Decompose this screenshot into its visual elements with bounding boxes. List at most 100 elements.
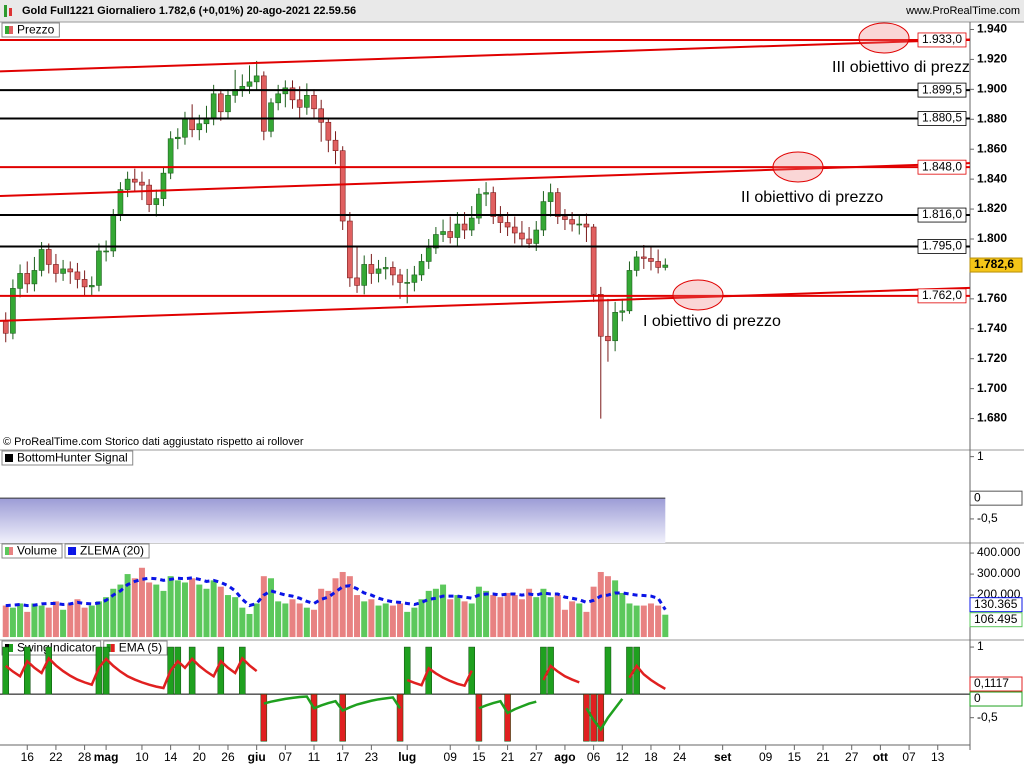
bar	[110, 588, 117, 638]
target-ellipse	[858, 22, 910, 54]
bar	[454, 595, 461, 638]
candle-body	[289, 87, 296, 101]
y-tick-label: -0,5	[977, 710, 998, 724]
x-tick-label: 07	[902, 750, 916, 764]
level-label: 1.880,5	[922, 111, 962, 125]
candle-body	[576, 223, 583, 226]
bar	[375, 605, 382, 638]
x-tick-label: 15	[788, 750, 802, 764]
legend-swatch	[9, 547, 13, 555]
candle-body	[196, 123, 203, 131]
legend-swatch	[9, 644, 13, 652]
candle-body	[562, 216, 568, 220]
candle-body	[10, 288, 16, 334]
bar	[368, 599, 375, 638]
bar	[468, 603, 475, 638]
bar	[547, 597, 554, 638]
x-tick-label: 09	[759, 750, 773, 764]
value-box	[969, 490, 1023, 506]
bar	[475, 586, 482, 638]
bar	[9, 607, 16, 638]
annotation: III obiettivo di prezzo	[832, 59, 979, 76]
bar	[52, 601, 59, 638]
bar	[88, 605, 95, 638]
candle-body	[425, 247, 432, 262]
bar	[325, 590, 332, 638]
level-label: 1.933,0	[922, 32, 962, 46]
level-box	[917, 159, 967, 175]
candle-body	[497, 216, 504, 223]
indicator-line	[5, 576, 667, 611]
candle-body	[296, 99, 303, 108]
bar	[17, 603, 24, 638]
bar	[404, 611, 411, 638]
bar	[311, 609, 318, 638]
candle-body	[519, 232, 525, 240]
x-tick-label: ott	[873, 750, 888, 764]
candle-body	[332, 139, 339, 151]
legend-box	[1, 543, 63, 559]
legend-swatch	[5, 547, 9, 555]
bar	[67, 603, 74, 638]
x-tick-label: giu	[248, 750, 266, 764]
target-ellipse	[772, 151, 824, 183]
bar	[626, 646, 633, 695]
x-tick-label: 18	[644, 750, 658, 764]
legend-swatch	[68, 547, 73, 555]
candle-body	[569, 219, 575, 225]
bar	[662, 614, 669, 638]
candle-body	[218, 93, 224, 113]
bar	[310, 693, 318, 742]
y-tick-label: 1.800	[977, 231, 1007, 245]
annotation: II obiettivo di prezzo	[741, 189, 883, 206]
bar	[619, 592, 626, 638]
value-box-label: 1.782,6	[974, 257, 1014, 271]
legend-label: SwingIndicator	[17, 641, 96, 655]
y-tick-label: 1.920	[977, 52, 1007, 66]
candle-body	[468, 217, 475, 231]
legend-label: EMA (5)	[119, 641, 162, 655]
legend-item: EMA (5)	[103, 640, 168, 656]
candle-body	[275, 93, 281, 104]
x-tick-label: 06	[587, 750, 601, 764]
legend-swatch	[72, 547, 77, 555]
bar	[210, 580, 217, 638]
value-box-label: 106.495	[974, 612, 1018, 626]
legend-item: BottomHunter Signal	[1, 450, 134, 466]
bar	[239, 607, 246, 638]
x-tick-label: 12	[616, 750, 630, 764]
x-tick-label: 15	[472, 750, 486, 764]
candle-body	[88, 285, 95, 288]
y-tick-label: 1.760	[977, 291, 1007, 305]
value-box	[969, 691, 1023, 707]
header-title: Gold Full1221 Giornaliero 1.782,6 (+0,01…	[22, 5, 356, 17]
bar	[554, 595, 561, 638]
trendline	[0, 38, 971, 73]
candle-body	[640, 256, 647, 259]
bar	[267, 578, 274, 638]
bar	[296, 603, 303, 638]
candle-body	[96, 250, 102, 286]
bar	[318, 588, 325, 638]
bar	[597, 693, 605, 742]
candle-body	[210, 93, 217, 119]
legend-item: ZLEMA (20)	[64, 543, 150, 559]
candle-body	[433, 234, 439, 249]
bar	[640, 605, 647, 638]
bar	[23, 646, 31, 695]
level-box	[917, 82, 967, 98]
y-tick-label: 1.680	[977, 411, 1007, 425]
bar	[511, 595, 518, 638]
level-label: 1.848,0	[922, 159, 962, 173]
bar	[396, 693, 404, 742]
bar	[253, 603, 260, 638]
candle-body	[225, 95, 231, 113]
bar	[447, 599, 454, 638]
x-tick-label: 10	[135, 750, 149, 764]
candle-body	[304, 95, 310, 108]
bar	[526, 588, 533, 638]
bar	[275, 601, 282, 638]
candle-body	[182, 118, 188, 138]
bar	[117, 584, 124, 638]
